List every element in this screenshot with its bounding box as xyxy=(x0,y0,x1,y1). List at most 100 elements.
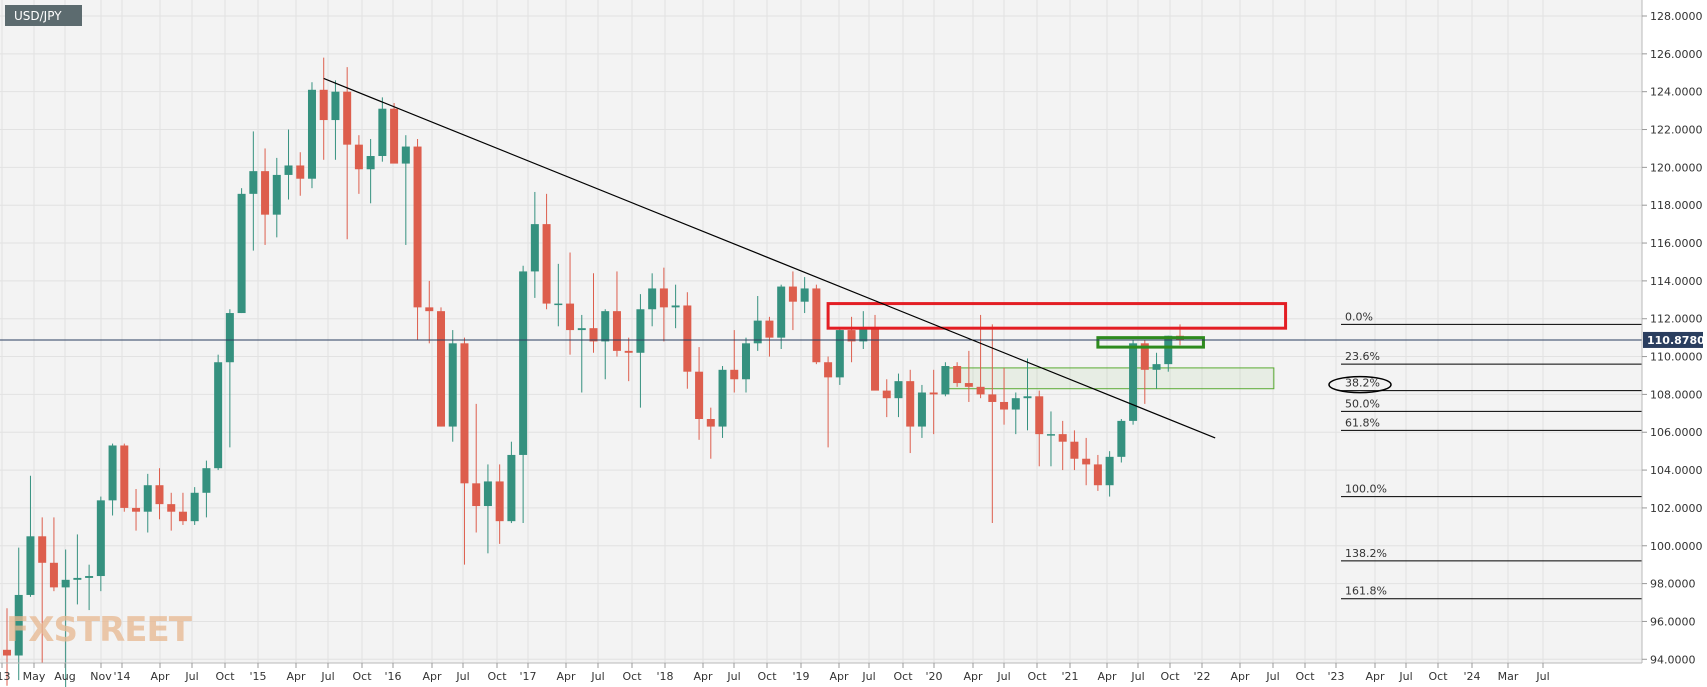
candle-body xyxy=(261,171,270,215)
candle-body xyxy=(1117,420,1126,457)
candle xyxy=(96,496,105,592)
candle-body xyxy=(1164,335,1173,365)
x-tick-label: Jul xyxy=(320,670,334,683)
candle-body xyxy=(38,536,47,563)
x-tick-label: Apr xyxy=(1097,670,1117,683)
candle xyxy=(3,608,11,686)
candle-body xyxy=(1082,458,1091,465)
candle xyxy=(741,337,750,393)
candle xyxy=(706,407,715,459)
y-tick-label: 102.0000 xyxy=(1650,502,1703,515)
x-tick-label: Oct xyxy=(1295,670,1315,683)
x-tick-label: '17 xyxy=(519,670,536,683)
candle-body xyxy=(1011,398,1020,410)
candle-body xyxy=(1093,464,1102,486)
candle-body xyxy=(953,366,962,384)
candle-body xyxy=(96,500,105,577)
y-tick-label: 114.0000 xyxy=(1650,275,1703,288)
candle-body xyxy=(49,562,58,588)
x-tick-label: Jul xyxy=(861,670,875,683)
candle-body xyxy=(542,224,551,304)
y-tick-label: 112.0000 xyxy=(1650,313,1703,326)
candle-body xyxy=(155,485,164,505)
x-tick-label: Oct xyxy=(1027,670,1047,683)
candle-body xyxy=(577,328,586,331)
x-tick-label: '20 xyxy=(925,670,942,683)
current-price-label: 110.8780 xyxy=(1647,334,1705,347)
candle-body xyxy=(73,577,82,580)
candle xyxy=(1164,335,1173,372)
fib-highlight-ellipse xyxy=(1328,375,1392,394)
candle xyxy=(683,292,692,389)
candle-body xyxy=(519,271,528,455)
candle xyxy=(49,517,58,592)
x-tick-label: '15 xyxy=(249,670,266,683)
candle xyxy=(777,284,786,349)
candle xyxy=(530,191,539,298)
candle-body xyxy=(812,288,821,363)
candle-body xyxy=(296,165,305,179)
candle xyxy=(1000,367,1009,425)
candle-body xyxy=(202,468,211,493)
candle-body xyxy=(648,288,657,310)
current-price-tag: 110.8780 xyxy=(1643,331,1705,348)
time-axis[interactable]: '13 May Aug Nov'14 Apr Jul Oct '15 Apr Jul Oct '16 A… xyxy=(0,663,1550,683)
candle-body xyxy=(636,309,645,353)
candle-body xyxy=(1105,456,1114,486)
candle-body xyxy=(777,286,786,338)
y-tick-label: 108.0000 xyxy=(1650,388,1703,401)
symbol-badge[interactable]: USD/JPY xyxy=(5,5,82,26)
candle xyxy=(1105,451,1114,497)
x-tick-label: '14 xyxy=(113,670,130,683)
candle-body xyxy=(659,288,668,308)
y-tick-label: 106.0000 xyxy=(1650,426,1703,439)
candle xyxy=(120,443,129,512)
candle-body xyxy=(1140,343,1149,370)
candle xyxy=(249,131,258,251)
candle-body xyxy=(401,146,410,164)
x-tick-label: Oct xyxy=(1428,670,1448,683)
downtrend-line xyxy=(323,77,1216,439)
fib-label: 161.8% xyxy=(1345,585,1387,598)
candle-body xyxy=(824,362,833,378)
candle-body xyxy=(1023,396,1032,399)
candle-body xyxy=(507,454,516,522)
candle-body xyxy=(929,392,938,395)
candle-body xyxy=(859,328,868,342)
candle-body xyxy=(249,171,258,194)
y-tick-label: 128.0000 xyxy=(1650,10,1703,23)
candle-body xyxy=(108,445,117,501)
candle xyxy=(307,82,316,189)
candle-body xyxy=(178,511,187,522)
fibonacci-levels: 0.0% 23.6% 38.2% 50.0% 61.8% 100.0% 138.2% 161.… xyxy=(1328,310,1642,600)
x-tick-label: Jul xyxy=(1535,670,1549,683)
x-tick-label: '21 xyxy=(1061,670,1078,683)
candle-body xyxy=(472,483,481,507)
candle xyxy=(577,314,586,393)
x-tick-label: Apr xyxy=(286,670,306,683)
candle-body xyxy=(730,369,739,380)
candle xyxy=(178,492,187,525)
candle xyxy=(894,373,903,418)
candle-body xyxy=(237,193,246,314)
candle xyxy=(132,489,141,531)
candle-body xyxy=(894,381,903,399)
price-axis[interactable]: 94.0000 96.0000 98.0000 100.0000 102.0000 104… xyxy=(1642,10,1703,666)
x-tick-label: Oct xyxy=(622,670,642,683)
candle xyxy=(1117,418,1126,463)
candle xyxy=(460,337,469,565)
candle-body xyxy=(319,89,328,121)
candle-body xyxy=(624,350,633,353)
x-tick-label: Jul xyxy=(1130,670,1144,683)
candle-body xyxy=(554,303,563,306)
candle-body xyxy=(390,108,399,164)
candle xyxy=(1023,358,1032,431)
candle-body xyxy=(1152,364,1161,370)
candle xyxy=(85,564,94,611)
y-tick-label: 104.0000 xyxy=(1650,464,1703,477)
candle xyxy=(964,350,973,402)
candle xyxy=(835,328,844,385)
candle-body xyxy=(85,576,94,578)
symbol-label: USD/JPY xyxy=(14,9,62,23)
